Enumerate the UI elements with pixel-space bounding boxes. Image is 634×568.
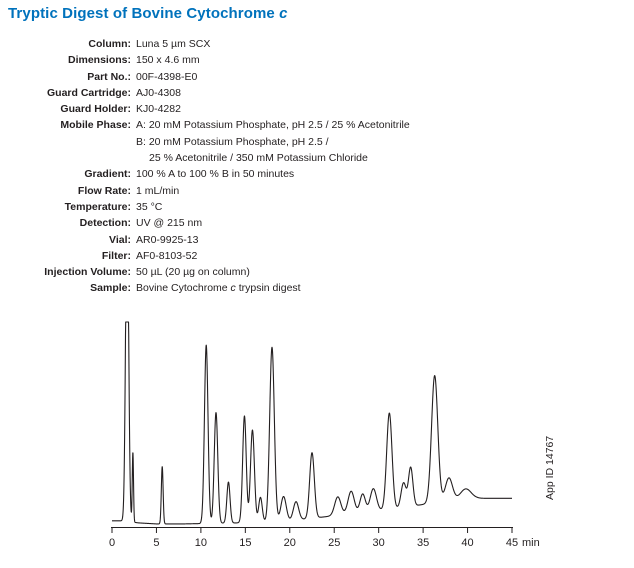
condition-row: Mobile Phase: A: 20 mM Potassium Phosphat… xyxy=(0,117,410,166)
text-fragment: AR0-9925-13 xyxy=(136,233,199,246)
condition-label: Guard Cartridge: xyxy=(46,86,131,99)
condition-label: Mobile Phase: xyxy=(60,119,131,132)
condition-value: KJ0-4282 xyxy=(136,101,181,117)
chromatogram: 0 5 10 15 20 25 30 35 40 45 min xyxy=(109,321,540,549)
condition-row: Sample: Bovine Cytochrome c trypsin diges… xyxy=(0,280,410,296)
condition-value: Bovine Cytochrome c trypsin digest xyxy=(136,280,301,296)
condition-value: 00F-4398-E0 xyxy=(136,69,197,85)
condition-label: Filter: xyxy=(101,249,131,262)
condition-value-line: AJ0-4308 xyxy=(136,85,181,101)
x-axis-tick-label: 30 xyxy=(373,537,385,549)
text-fragment: A: 20 mM Potassium Phosphate, pH 2.5 / 2… xyxy=(136,119,410,132)
text-fragment: 1 mL/min xyxy=(136,184,180,197)
condition-label: Temperature: xyxy=(64,200,131,213)
condition-row: Vial: AR0-9925-13 xyxy=(0,232,410,248)
condition-label: Vial: xyxy=(109,233,131,246)
condition-row: Guard Holder: KJ0-4282 xyxy=(0,101,410,117)
condition-value: AJ0-4308 xyxy=(136,85,181,101)
text-fragment: 100 % A to 100 % B in 50 minutes xyxy=(136,168,295,181)
text-fragment: 25 % Acetonitrile / 350 mM Potassium Chl… xyxy=(149,152,368,165)
text-fragment: 150 x 4.6 mm xyxy=(136,54,200,67)
condition-value-line: Bovine Cytochrome c trypsin digest xyxy=(136,280,301,296)
text-fragment: Luna 5 µm SCX xyxy=(136,38,211,50)
condition-row: Detection: UV @ 215 nm xyxy=(0,215,410,231)
condition-value: AR0-9925-13 xyxy=(136,232,198,248)
condition-value: UV @ 215 nm xyxy=(136,215,202,231)
condition-value-line: Luna 5 µm SCX xyxy=(136,36,210,52)
text-fragment: AJ0-4308 xyxy=(136,86,181,99)
condition-value: 50 µL (20 µg on column) xyxy=(136,264,250,280)
condition-value: A: 20 mM Potassium Phosphate, pH 2.5 / 2… xyxy=(136,117,410,166)
x-axis-tick-label: 35 xyxy=(417,537,429,549)
text-fragment: trypsin digest xyxy=(235,282,301,295)
chromatogram-trace xyxy=(111,321,513,525)
text-fragment: KJ0-4282 xyxy=(136,103,181,116)
condition-value-line: KJ0-4282 xyxy=(136,101,181,117)
condition-label: Injection Volume: xyxy=(44,266,131,279)
condition-row: Part No.: 00F-4398-E0 xyxy=(0,69,410,85)
condition-label: Guard Holder: xyxy=(60,103,131,116)
condition-row: Gradient: 100 % A to 100 % B in 50 minute… xyxy=(0,166,410,182)
text-fragment: AF0-8103-52 xyxy=(136,249,198,262)
figure-title: Tryptic Digest of Bovine Cytochrome c xyxy=(8,5,288,22)
condition-value-line: 50 µL (20 µg on column) xyxy=(136,264,250,280)
x-axis-unit-label: min xyxy=(522,537,540,549)
condition-value-line: AR0-9925-13 xyxy=(136,232,198,248)
condition-value-line: 1 mL/min xyxy=(136,183,179,199)
method-conditions: Column: Luna 5 µm SCX Dimensions: 150 x 4.6… xyxy=(0,36,410,297)
condition-row: Dimensions: 150 x 4.6 mm xyxy=(0,52,410,68)
x-axis-tick-label: 45 xyxy=(506,537,518,549)
x-axis-tick-label: 10 xyxy=(195,537,207,549)
condition-value-line: 100 % A to 100 % B in 50 minutes xyxy=(136,166,294,182)
condition-value-line: A: 20 mM Potassium Phosphate, pH 2.5 / 2… xyxy=(136,117,410,133)
text-fragment: UV @ 215 nm xyxy=(136,217,203,230)
condition-label: Column: xyxy=(88,38,131,50)
condition-label: Part No.: xyxy=(87,70,131,83)
condition-label: Dimensions: xyxy=(67,54,131,67)
text-fragment: B: 20 mM Potassium Phosphate, pH 2.5 / xyxy=(136,135,329,148)
x-axis-tick-label: 25 xyxy=(328,537,340,549)
condition-row: Filter: AF0-8103-52 xyxy=(0,248,410,264)
condition-label: Flow Rate: xyxy=(77,184,131,197)
condition-value-line: 35 °C xyxy=(136,199,162,215)
condition-value: 150 x 4.6 mm xyxy=(136,52,200,68)
condition-label: Sample: xyxy=(90,282,131,295)
condition-value-line: AF0-8103-52 xyxy=(136,248,197,264)
text-fragment: Tryptic Digest of Bovine Cytochrome xyxy=(8,5,280,22)
text-fragment: 00F-4398-E0 xyxy=(136,70,198,83)
condition-row: Temperature: 35 °C xyxy=(0,199,410,215)
text-fragment: c xyxy=(279,5,288,22)
x-axis-tick-label: 0 xyxy=(109,537,115,549)
condition-label: Detection: xyxy=(79,217,131,230)
text-fragment: c xyxy=(230,282,236,295)
condition-value: 1 mL/min xyxy=(136,183,179,199)
condition-label: Gradient: xyxy=(84,168,131,181)
condition-value: AF0-8103-52 xyxy=(136,248,197,264)
condition-value-line: 00F-4398-E0 xyxy=(136,69,197,85)
text-fragment: 50 µL (20 µg on column) xyxy=(136,266,250,279)
condition-value: 35 °C xyxy=(136,199,162,215)
condition-value-line: 150 x 4.6 mm xyxy=(136,52,200,68)
x-axis-tick-label: 5 xyxy=(153,537,159,549)
condition-value-line: UV @ 215 nm xyxy=(136,215,202,231)
condition-value: Luna 5 µm SCX xyxy=(136,36,210,52)
condition-value: 100 % A to 100 % B in 50 minutes xyxy=(136,166,294,182)
condition-row: Column: Luna 5 µm SCX xyxy=(0,36,410,52)
condition-value-line: 25 % Acetonitrile / 350 mM Potassium Chl… xyxy=(136,150,410,166)
x-axis-tick-label: 40 xyxy=(461,537,473,549)
x-axis-tick-label: 15 xyxy=(239,537,251,549)
condition-value-line: B: 20 mM Potassium Phosphate, pH 2.5 / xyxy=(136,134,410,150)
x-axis-tick-label: 20 xyxy=(284,537,296,549)
text-fragment: Bovine Cytochrome xyxy=(136,282,231,295)
app-id-label: App ID 14767 xyxy=(544,435,556,500)
text-fragment: 35 °C xyxy=(136,200,163,213)
condition-row: Injection Volume: 50 µL (20 µg on column) xyxy=(0,264,410,280)
condition-row: Flow Rate: 1 mL/min xyxy=(0,183,410,199)
condition-row: Guard Cartridge: AJ0-4308 xyxy=(0,85,410,101)
